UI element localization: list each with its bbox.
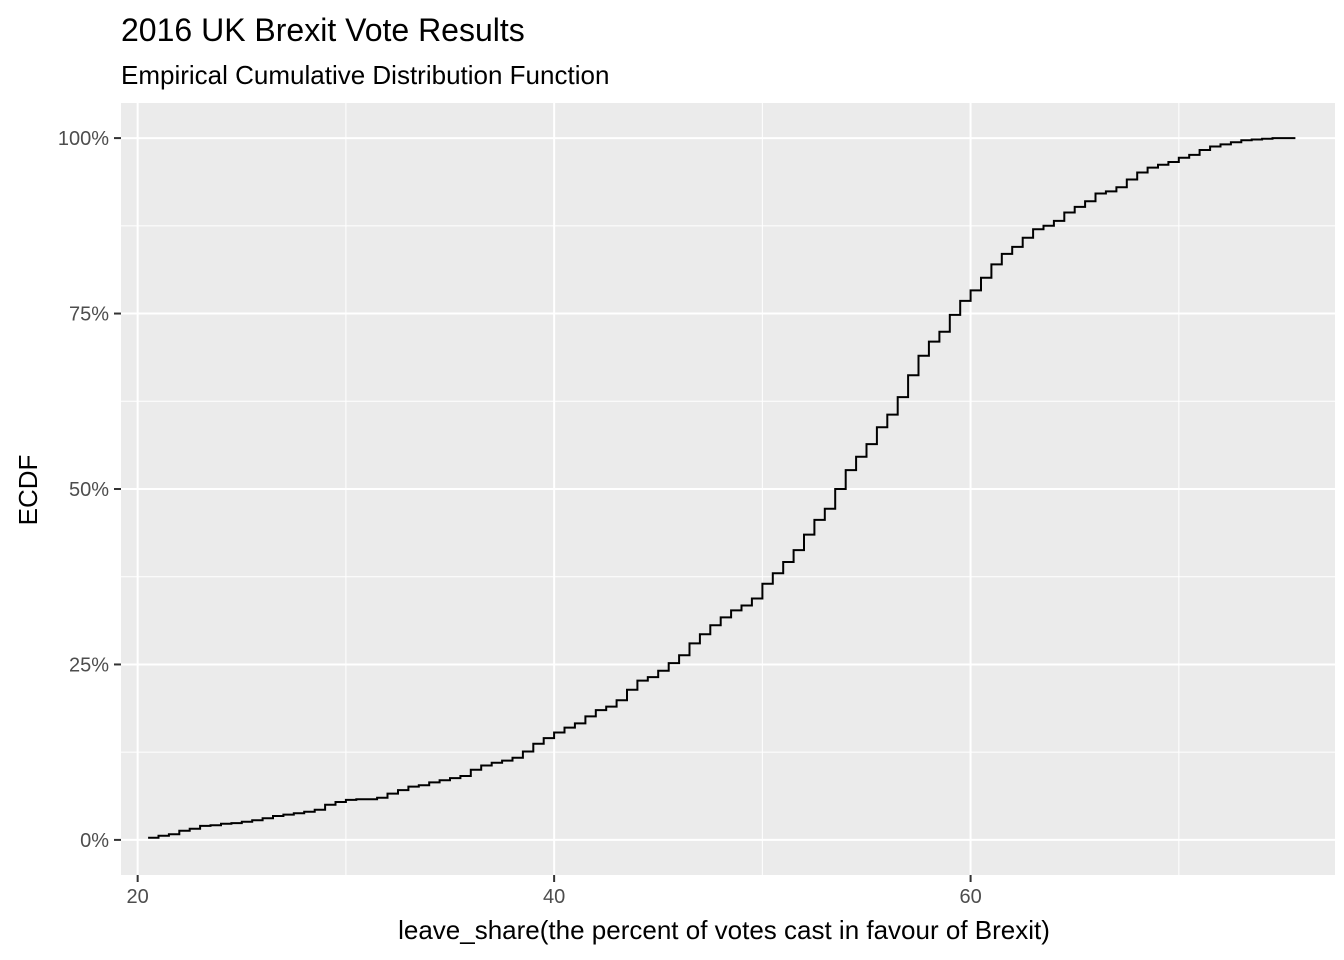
axis-ticks	[114, 137, 972, 882]
ecdf-step-line	[148, 137, 1296, 839]
x-tick-label: 60	[959, 886, 981, 908]
series-layer	[148, 137, 1296, 839]
y-tick-label: 50%	[69, 479, 109, 501]
y-tick-label: 0%	[80, 830, 109, 852]
chart-subtitle: Empirical Cumulative Distribution Functi…	[121, 60, 609, 90]
x-tick-label: 40	[543, 886, 565, 908]
x-tick-label: 20	[127, 886, 149, 908]
y-tick-label: 75%	[69, 304, 109, 326]
y-tick-label: 100%	[58, 128, 109, 150]
grid-major	[121, 103, 1335, 875]
y-tick-label: 25%	[69, 654, 109, 676]
chart-title: 2016 UK Brexit Vote Results	[121, 12, 525, 48]
y-axis-title: ECDF	[13, 455, 43, 526]
tick-labels: 20 40 60 0% 25% 50% 75% 100%	[58, 128, 982, 908]
x-axis-title: leave_share(the percent of votes cast in…	[398, 915, 1050, 945]
